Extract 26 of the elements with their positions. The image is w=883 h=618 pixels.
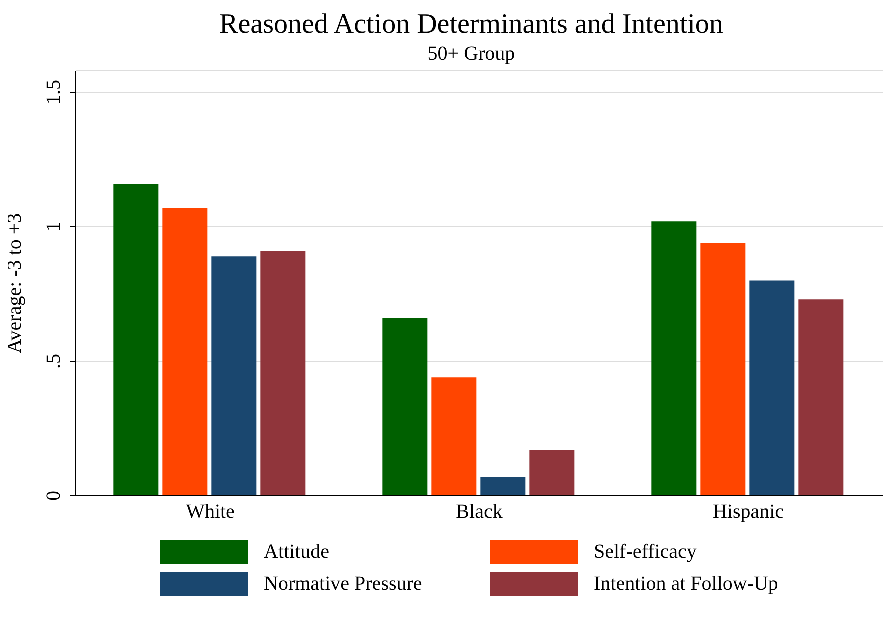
bar (432, 378, 477, 496)
bar (260, 251, 306, 496)
y-tick-label: .5 (43, 354, 65, 370)
y-axis-title: Average: -3 to +3 (4, 213, 26, 354)
bar (382, 318, 428, 496)
legend-label: Normative Pressure (264, 572, 422, 596)
chart-subtitle: 50+ Group (426, 42, 516, 66)
x-tick-label: Black (456, 501, 503, 524)
x-tick-label: Hispanic (712, 501, 784, 524)
y-tick-label: 1.5 (43, 80, 65, 106)
x-tick-label: White (186, 501, 236, 524)
bar (530, 450, 575, 496)
bar (114, 184, 159, 496)
bar (798, 300, 844, 496)
legend-label: Intention at Follow-Up (594, 572, 778, 596)
bar (480, 477, 526, 496)
y-tick-label: 1 (43, 222, 65, 232)
legend-label: Self-efficacy (594, 540, 697, 564)
bar (652, 222, 697, 496)
bar (212, 256, 257, 496)
legend-label: Attitude (264, 540, 330, 564)
y-tick-label: 0 (43, 491, 65, 501)
bar (162, 208, 208, 496)
bar (700, 243, 746, 496)
bar (750, 280, 795, 496)
chart-title: Reasoned Action Determinants and Intention (218, 8, 724, 42)
